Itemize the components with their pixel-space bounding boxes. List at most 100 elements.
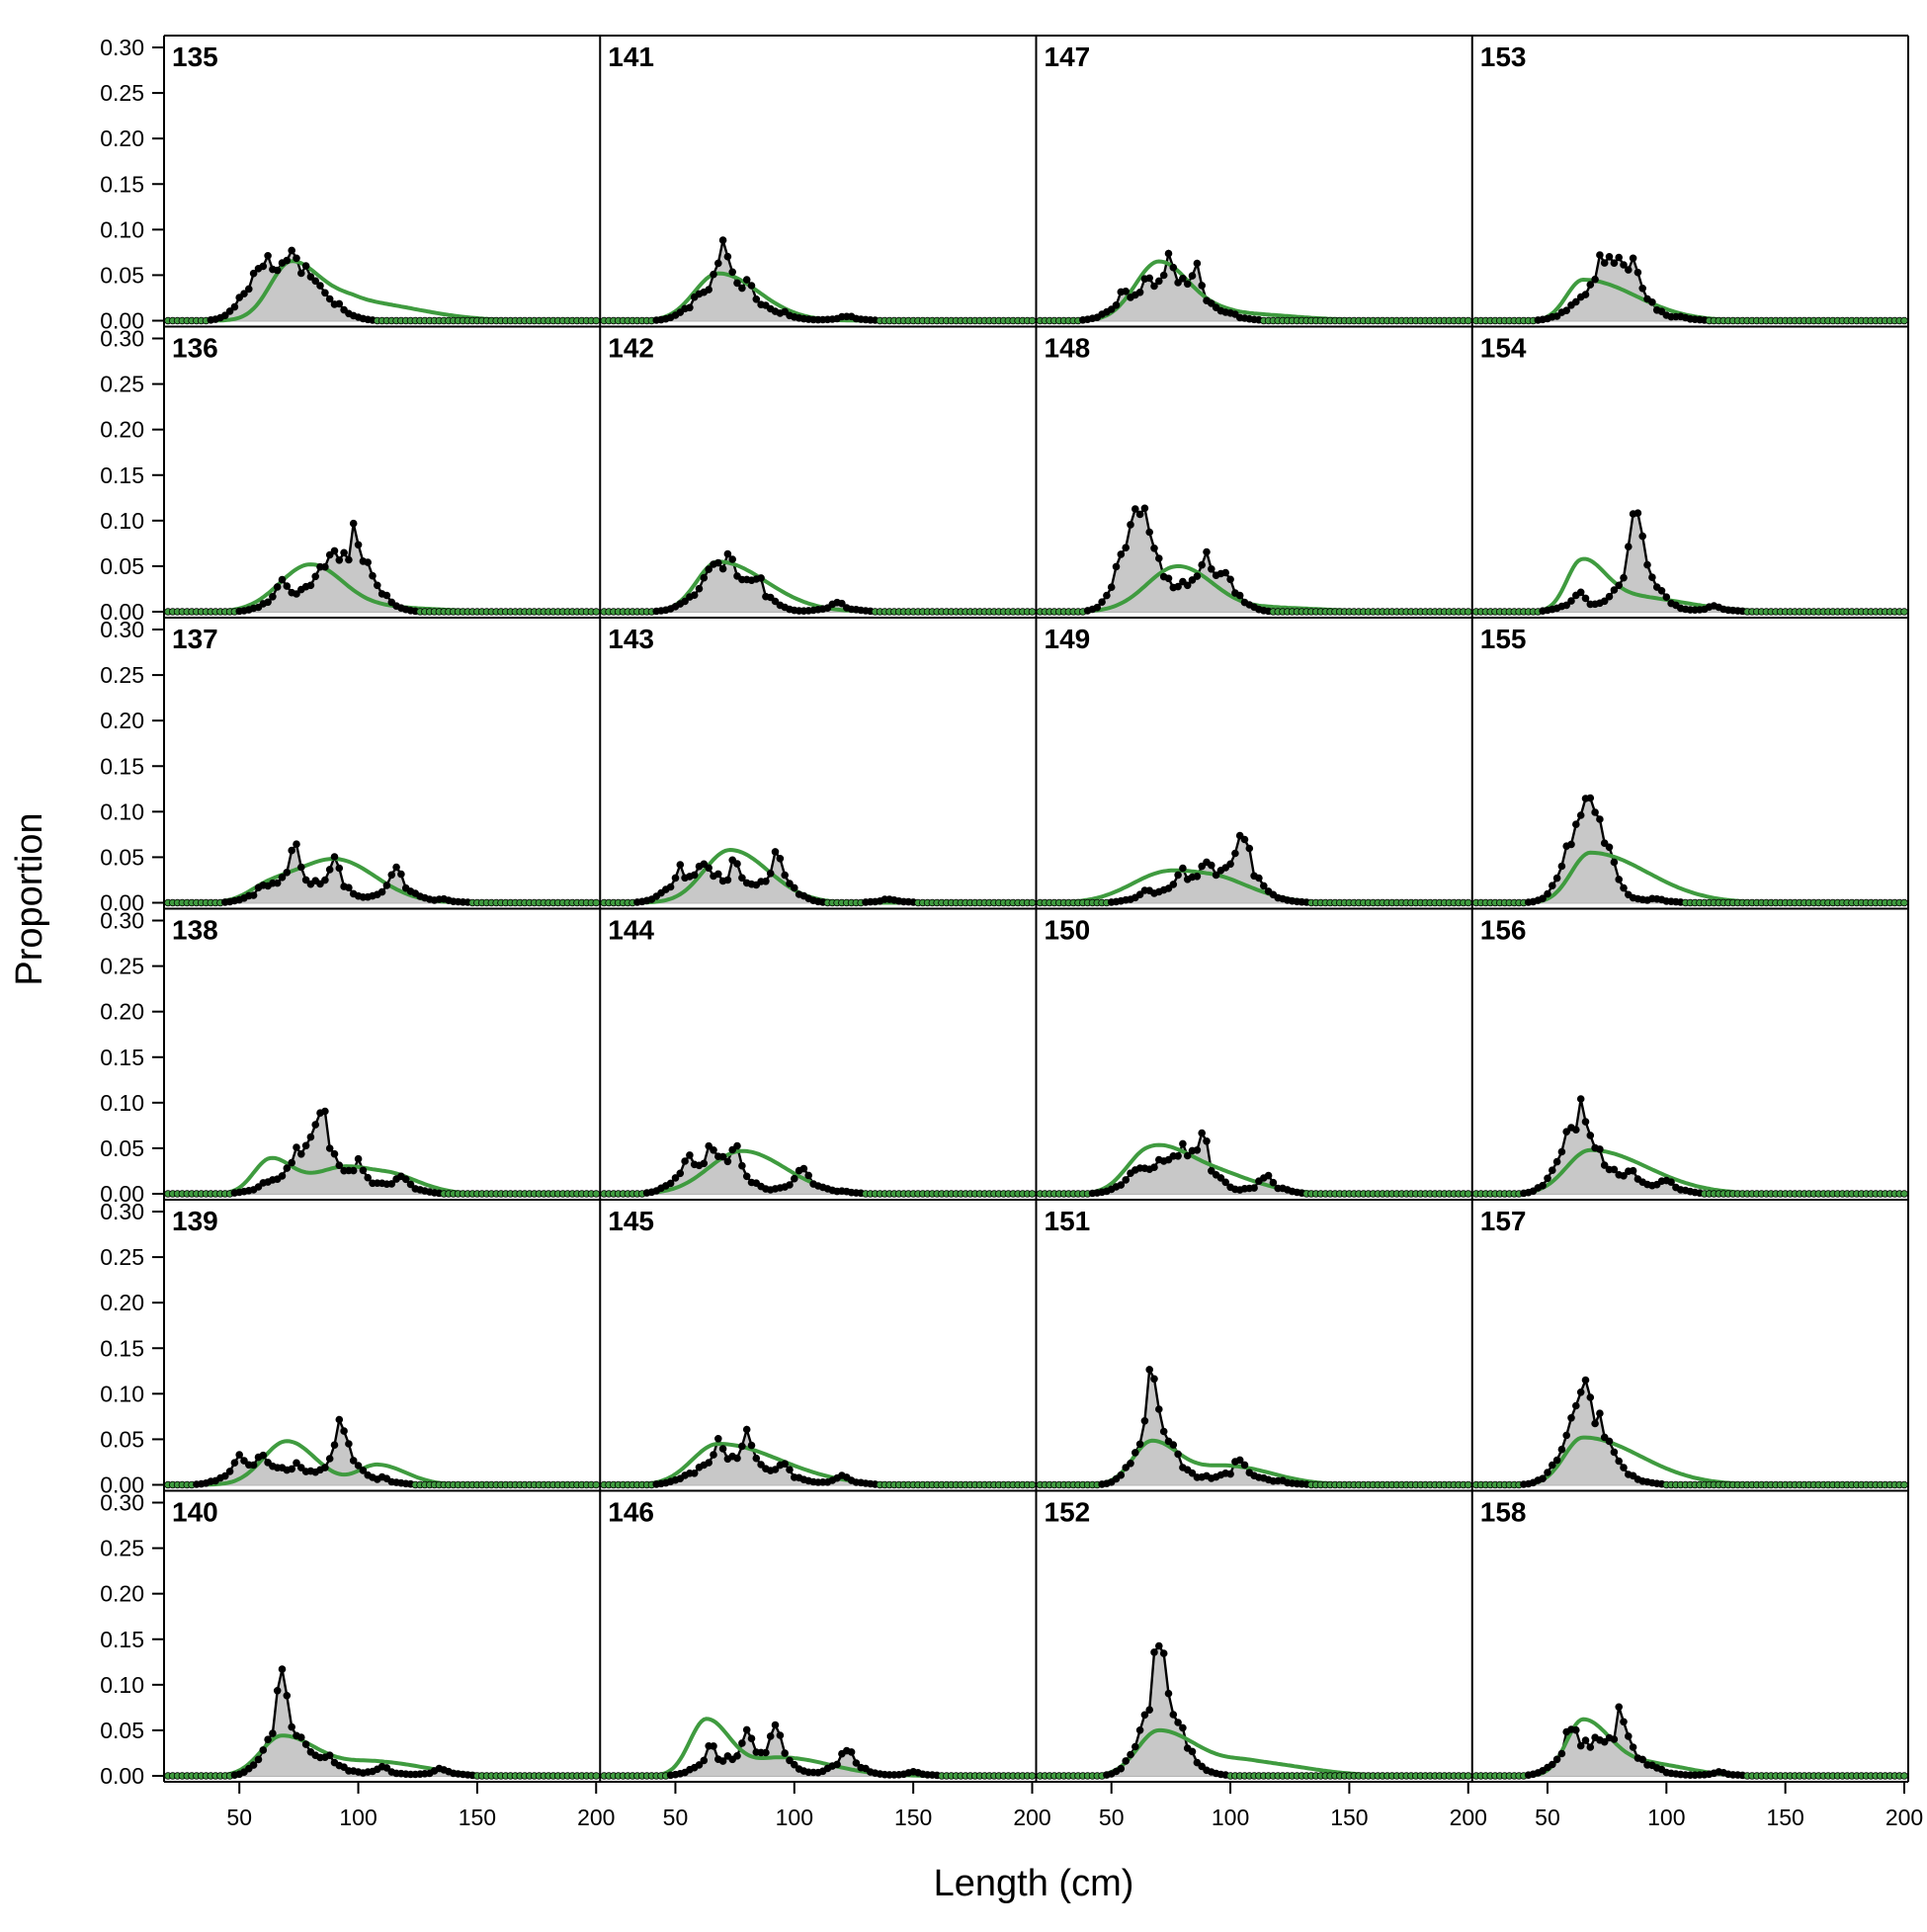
observed-point	[1255, 874, 1263, 882]
observed-line	[604, 1722, 1033, 1778]
observed-point	[1544, 889, 1551, 898]
observed-point	[1465, 316, 1472, 325]
observed-point	[1212, 871, 1220, 880]
panel-label: 138	[172, 915, 218, 946]
observed-point	[335, 1161, 344, 1169]
observed-point	[592, 316, 601, 325]
observed-point	[293, 590, 300, 598]
observed-point	[1188, 576, 1197, 584]
observed-point	[306, 1133, 315, 1141]
observed-fill	[1475, 1707, 1904, 1776]
y-tick-label: 0.00	[100, 1763, 144, 1789]
observed-point	[301, 876, 310, 884]
observed-point	[278, 1665, 287, 1673]
observed-point	[273, 1687, 282, 1695]
observed-point	[700, 1756, 709, 1765]
observed-point	[293, 1143, 300, 1151]
observed-point	[1900, 316, 1908, 325]
observed-point	[1164, 249, 1173, 258]
observed-point	[713, 558, 722, 567]
observed-point	[1117, 550, 1126, 558]
observed-point	[283, 582, 292, 590]
observed-point	[273, 266, 282, 275]
observed-point	[1179, 1139, 1187, 1148]
observed-point	[1662, 593, 1671, 601]
y-tick-label: 0.15	[100, 1627, 144, 1652]
observed-fill	[604, 1145, 1033, 1194]
observed-point	[1127, 1750, 1134, 1759]
y-tick-label: 0.15	[100, 1045, 144, 1070]
observed-point	[592, 1772, 601, 1780]
observed-point	[790, 1760, 798, 1769]
observed-point	[354, 1462, 363, 1470]
y-tick-label: 0.05	[100, 844, 144, 870]
x-tick-label: 200	[577, 1805, 615, 1830]
observed-point	[221, 311, 229, 320]
observed-point	[1140, 504, 1149, 513]
y-tick-label: 0.10	[100, 1381, 144, 1406]
observed-point	[723, 876, 732, 884]
observed-point	[1567, 1414, 1575, 1422]
observed-point	[1028, 316, 1037, 325]
observed-point	[771, 597, 780, 606]
observed-point	[700, 573, 709, 582]
observed-point	[1093, 603, 1102, 612]
observed-point	[766, 1732, 775, 1740]
observed-point	[733, 1752, 741, 1760]
y-tick-label: 0.15	[100, 753, 144, 779]
observed-point	[1610, 1448, 1619, 1457]
panel-label: 149	[1045, 624, 1091, 654]
observed-point	[771, 1721, 780, 1729]
observed-point	[1183, 581, 1192, 590]
observed-point	[695, 1761, 704, 1769]
observed-point	[1193, 872, 1202, 881]
observed-point	[1591, 1419, 1599, 1428]
observed-point	[1572, 1126, 1580, 1134]
observed-point	[301, 1740, 310, 1748]
observed-point	[325, 866, 334, 874]
observed-point	[686, 1151, 694, 1159]
observed-point	[1135, 1440, 1144, 1449]
observed-point	[733, 860, 741, 868]
observed-point	[776, 1731, 785, 1739]
observed-point	[1610, 259, 1619, 268]
observed-point	[269, 592, 277, 601]
panel-label: 145	[608, 1206, 654, 1236]
observed-point	[306, 273, 315, 281]
observed-point	[293, 1459, 300, 1468]
observed-point	[264, 251, 272, 260]
panel-label: 152	[1045, 1497, 1091, 1528]
observed-point	[249, 269, 258, 278]
observed-point	[681, 597, 689, 606]
y-tick-label: 0.20	[100, 999, 144, 1025]
observed-point	[752, 294, 761, 303]
observed-point	[681, 1157, 689, 1165]
observed-point	[1193, 572, 1202, 580]
panel-label: 147	[1045, 42, 1091, 72]
observed-point	[733, 1141, 741, 1150]
observed-point	[1164, 1689, 1173, 1698]
observed-line	[1475, 1098, 1904, 1196]
y-tick-label: 0.15	[100, 462, 144, 488]
observed-point	[705, 286, 712, 294]
observed-point	[235, 1451, 244, 1459]
observed-point	[1465, 1480, 1472, 1489]
observed-point	[1576, 1388, 1585, 1396]
observed-point	[781, 871, 789, 880]
observed-point	[766, 869, 775, 878]
observed-point	[710, 270, 717, 279]
y-tick-label: 0.00	[100, 1181, 144, 1207]
observed-point	[1188, 1469, 1197, 1477]
observed-line	[1475, 511, 1904, 614]
observed-point	[349, 1457, 358, 1465]
observed-point	[288, 1722, 296, 1731]
observed-point	[283, 1692, 292, 1700]
observed-point	[1544, 1174, 1551, 1183]
observed-point	[1576, 811, 1585, 819]
panel-label: 141	[608, 42, 654, 72]
observed-point	[723, 549, 732, 558]
observed-point	[690, 591, 699, 599]
observed-point	[1629, 1166, 1637, 1175]
observed-point	[1586, 794, 1595, 802]
